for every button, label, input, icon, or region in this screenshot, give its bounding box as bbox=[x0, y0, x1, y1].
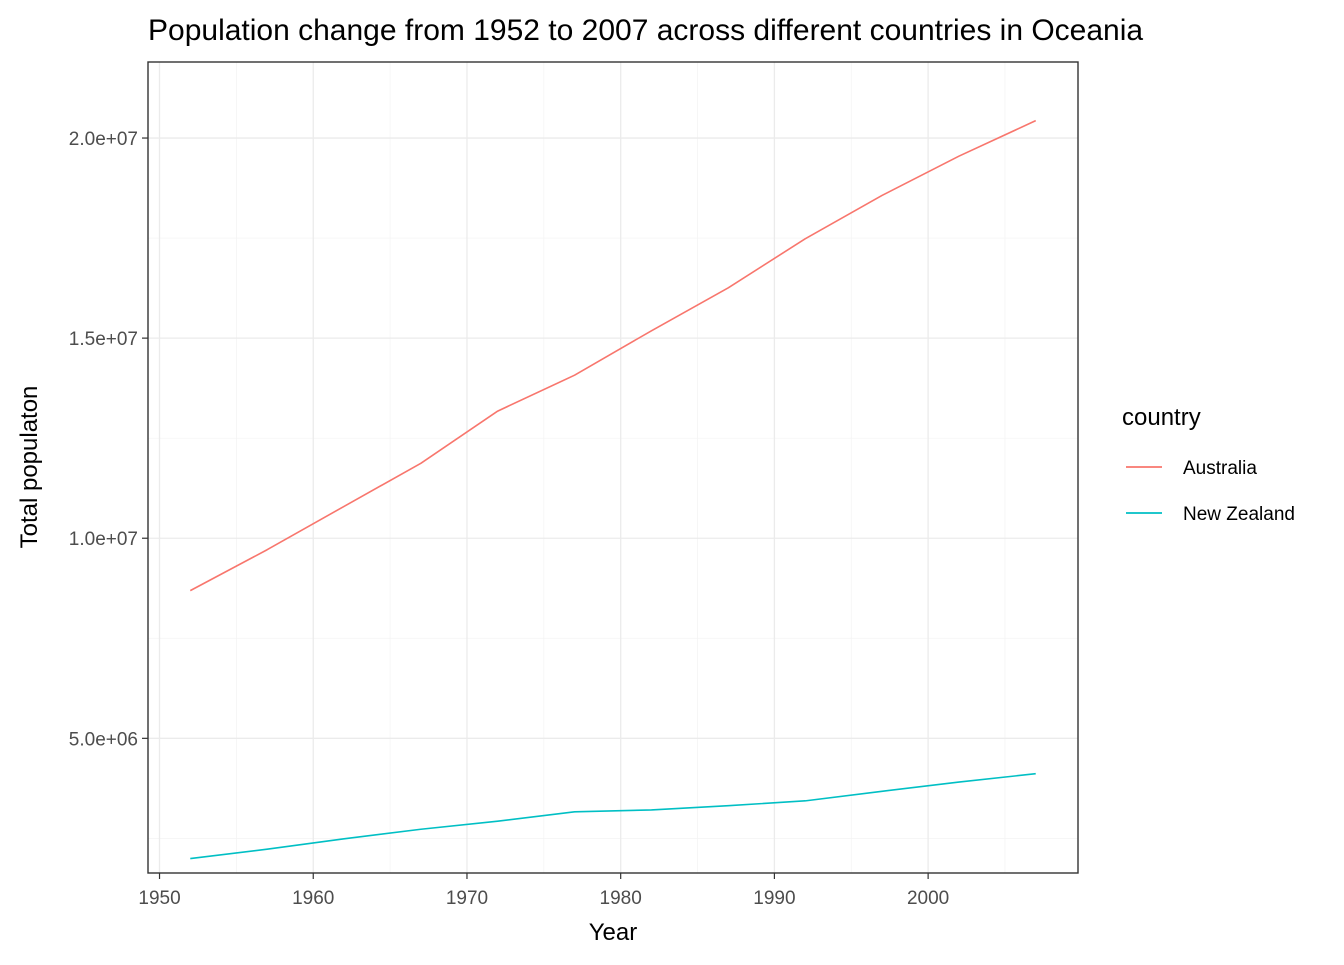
y-tick-label: 1.5e+07 bbox=[69, 329, 138, 350]
y-axis-title: Total populaton bbox=[16, 386, 43, 549]
y-tick-label: 1.0e+07 bbox=[69, 529, 138, 550]
legend-label-new-zealand: New Zealand bbox=[1183, 504, 1295, 525]
x-axis: 1950 1960 1970 1980 1990 2000 bbox=[138, 873, 949, 909]
x-axis-title: Year bbox=[589, 919, 638, 946]
series-line-new-zealand bbox=[190, 772, 1036, 860]
legend-title: country bbox=[1122, 404, 1201, 431]
x-tick-label: 1960 bbox=[292, 888, 334, 909]
y-tick-label: 5.0e+06 bbox=[69, 729, 138, 750]
x-tick-label: 1970 bbox=[446, 888, 488, 909]
x-tick-label: 2000 bbox=[907, 888, 949, 909]
x-tick-label: 1950 bbox=[138, 888, 180, 909]
x-tick-label: 1990 bbox=[753, 888, 795, 909]
y-axis: 5.0e+06 1.0e+07 1.5e+07 2.0e+07 bbox=[69, 129, 148, 750]
y-tick-label: 2.0e+07 bbox=[69, 129, 138, 150]
x-tick-label: 1980 bbox=[600, 888, 642, 909]
major-gridlines bbox=[148, 62, 1078, 873]
series-layer bbox=[189, 119, 1037, 860]
plot-panel-border bbox=[147, 61, 1079, 874]
legend-label-australia: Australia bbox=[1183, 458, 1257, 479]
series-line-australia bbox=[189, 119, 1037, 592]
minor-gridlines bbox=[148, 62, 1078, 873]
chart-title: Population change from 1952 to 2007 acro… bbox=[148, 14, 1143, 47]
legend: country Australia New Zealand bbox=[1122, 404, 1295, 525]
